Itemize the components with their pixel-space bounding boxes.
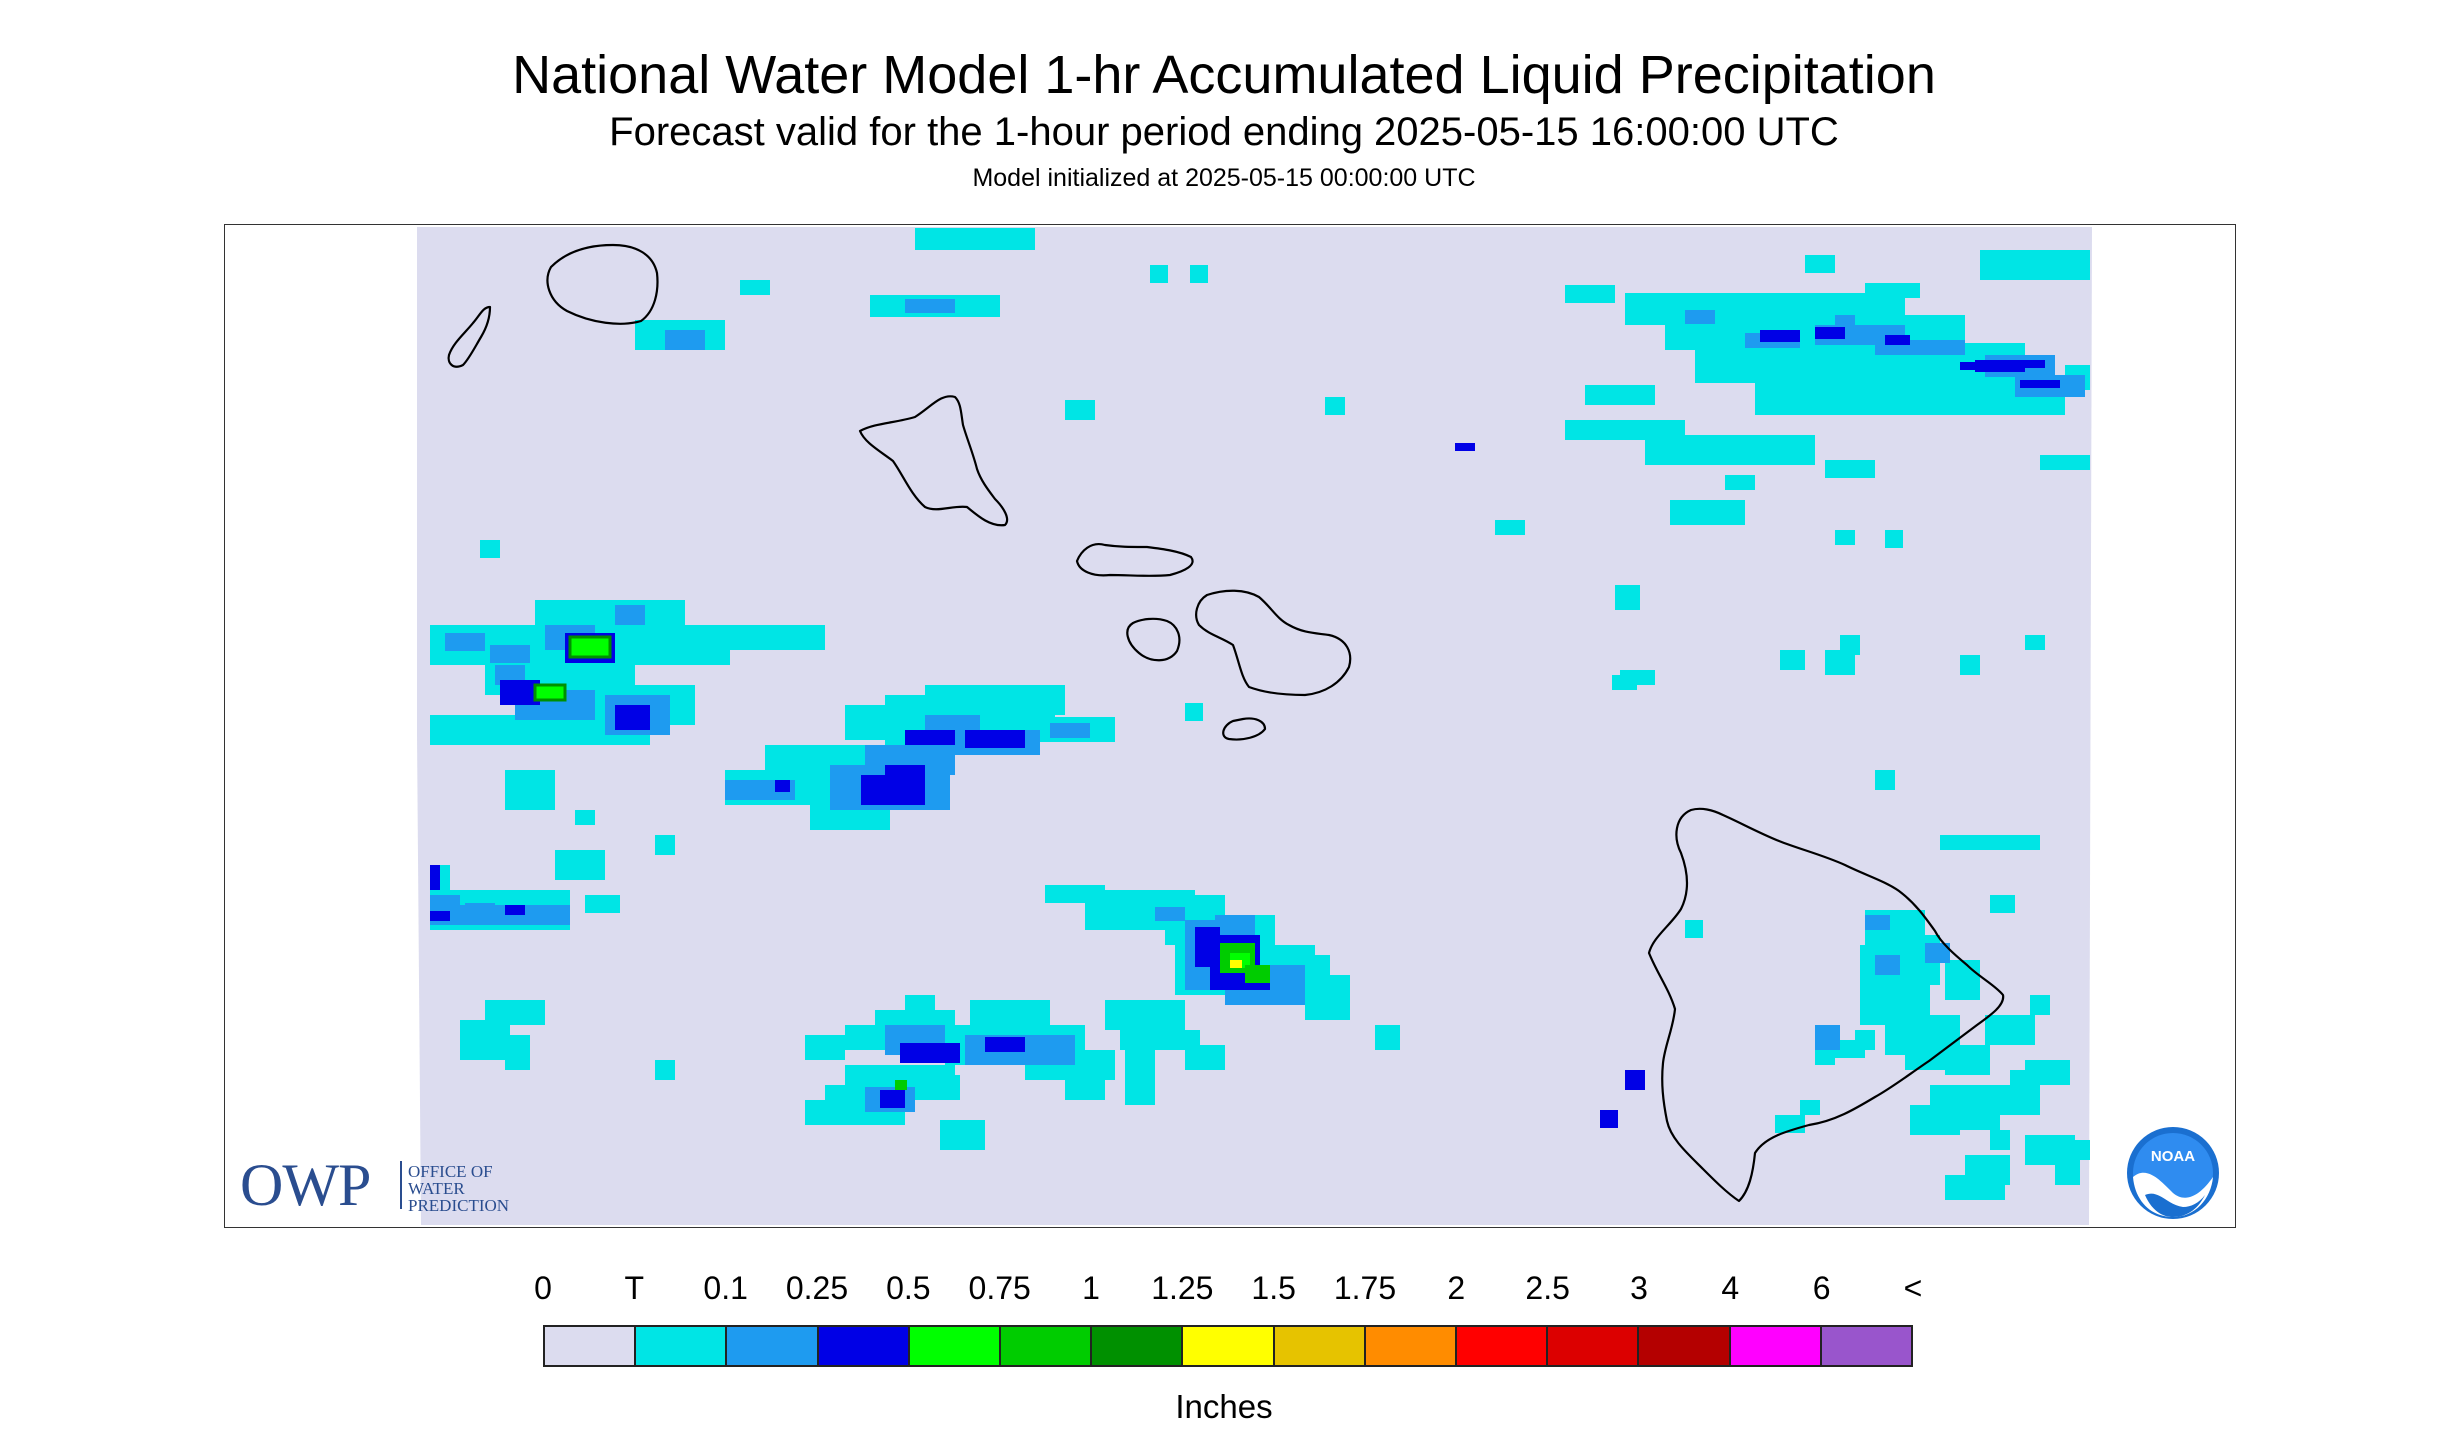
legend-unit-label: Inches xyxy=(1175,1388,1273,1425)
legend-swatch xyxy=(727,1327,819,1365)
legend-color-bar xyxy=(543,1325,1913,1367)
precipitation-map xyxy=(417,227,2092,1225)
legend-swatch xyxy=(545,1327,637,1365)
legend-swatch xyxy=(1730,1327,1822,1365)
precip-heavy xyxy=(533,635,1270,1090)
legend-tick-label: 1 xyxy=(1082,1270,1100,1306)
maui-island xyxy=(1195,589,1352,697)
owp-logo-line3: PREDICTION xyxy=(408,1196,510,1215)
legend-swatch xyxy=(1639,1327,1731,1365)
map-panel: OWP OFFICE OF WATER PREDICTION NOAA xyxy=(224,224,2236,1228)
legend-swatch xyxy=(1001,1327,1093,1365)
model-domain xyxy=(417,227,2092,1225)
hawaii-island xyxy=(1647,807,2005,1203)
legend-swatch xyxy=(636,1327,728,1365)
legend-tick-label: 0.1 xyxy=(703,1270,748,1306)
owp-logo-line1: OFFICE OF xyxy=(408,1162,493,1181)
noaa-logo-text: NOAA xyxy=(2151,1148,2195,1165)
map-subtitle: Forecast valid for the 1-hour period end… xyxy=(609,110,1839,154)
owp-logo-abbr: OWP xyxy=(240,1152,371,1218)
kauai-island xyxy=(546,243,659,325)
molokai-island xyxy=(1075,543,1194,577)
legend-swatch xyxy=(909,1327,1002,1365)
kahoolawe-island xyxy=(1222,717,1267,741)
owp-logo: OWP OFFICE OF WATER PREDICTION xyxy=(240,1155,570,1215)
legend-tick-label: < xyxy=(1903,1270,1923,1306)
legend-tick-labels: 0 T 0.1 0.25 0.5 0.75 1 1.25 1.5 1.75 2 2.5 3 4 6 < xyxy=(0,1270,2448,1310)
precip-light xyxy=(430,299,2085,1112)
legend-tick-label: 0.5 xyxy=(886,1270,931,1306)
legend-tick-label: 1.5 xyxy=(1251,1270,1296,1306)
legend-swatch xyxy=(1548,1327,1640,1365)
owp-logo-divider xyxy=(400,1161,402,1209)
legend-swatch xyxy=(1457,1327,1549,1365)
coastlines xyxy=(447,243,2005,1203)
legend-swatch xyxy=(818,1327,910,1365)
legend-tick-label: 2 xyxy=(1447,1270,1466,1306)
map-title: National Water Model 1-hr Accumulated Li… xyxy=(512,45,1936,105)
legend-tick-label: 1.25 xyxy=(1151,1270,1214,1306)
model-init-text: Model initialized at 2025-05-15 00:00:00… xyxy=(972,164,1476,192)
niihau-island xyxy=(447,305,492,368)
legend-tick-label: 4 xyxy=(1721,1270,1740,1306)
legend-tick-label: 2.5 xyxy=(1525,1270,1570,1306)
legend-tick-label: 0.25 xyxy=(785,1270,849,1306)
owp-logo-line2: WATER xyxy=(408,1179,465,1198)
oahu-island xyxy=(858,395,1009,527)
legend-swatch xyxy=(1274,1327,1366,1365)
legend-tick-label: T xyxy=(624,1270,645,1306)
legend-swatch xyxy=(1183,1327,1275,1365)
legend-tick-label: 6 xyxy=(1812,1270,1831,1306)
legend-tick-label: 0.75 xyxy=(968,1270,1031,1306)
legend-swatch xyxy=(1092,1327,1184,1365)
legend-tick-label: 3 xyxy=(1630,1270,1648,1306)
legend-tick-label: 1.75 xyxy=(1333,1270,1397,1306)
legend-swatch xyxy=(1365,1327,1458,1365)
lanai-island xyxy=(1126,617,1181,662)
legend-swatch xyxy=(1821,1327,1912,1365)
legend-tick-label: 0 xyxy=(534,1270,552,1306)
noaa-logo: NOAA xyxy=(2127,1127,2219,1219)
